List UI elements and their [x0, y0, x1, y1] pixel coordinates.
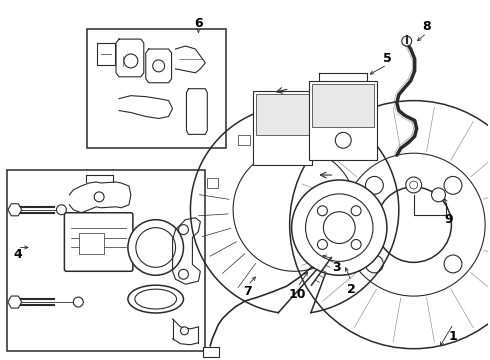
Circle shape — [153, 60, 165, 72]
Text: 1: 1 — [449, 330, 458, 343]
Bar — [238, 135, 250, 145]
Circle shape — [180, 327, 189, 335]
Ellipse shape — [128, 285, 183, 313]
Circle shape — [351, 239, 361, 249]
Bar — [256, 94, 310, 135]
Circle shape — [366, 255, 383, 273]
Circle shape — [432, 188, 445, 202]
Circle shape — [444, 176, 462, 194]
Circle shape — [306, 194, 373, 261]
Circle shape — [94, 192, 104, 202]
Circle shape — [402, 36, 412, 46]
Circle shape — [335, 132, 351, 148]
Circle shape — [323, 212, 355, 243]
Bar — [313, 84, 374, 127]
Circle shape — [342, 153, 485, 296]
Bar — [97, 43, 115, 65]
Circle shape — [444, 255, 462, 273]
Text: 2: 2 — [347, 283, 356, 296]
Text: 10: 10 — [289, 288, 306, 301]
Circle shape — [406, 177, 421, 193]
Text: 3: 3 — [332, 261, 341, 274]
Circle shape — [178, 225, 189, 235]
Text: 6: 6 — [194, 17, 203, 30]
FancyBboxPatch shape — [64, 213, 133, 271]
Text: 4: 4 — [13, 248, 22, 261]
Circle shape — [128, 220, 183, 275]
Circle shape — [351, 206, 361, 216]
Bar — [253, 91, 313, 165]
Bar — [203, 347, 219, 357]
Bar — [289, 118, 300, 129]
Circle shape — [318, 206, 327, 216]
Circle shape — [124, 54, 138, 68]
Circle shape — [318, 239, 327, 249]
Ellipse shape — [135, 289, 176, 309]
Circle shape — [290, 100, 490, 349]
Circle shape — [410, 181, 417, 189]
Circle shape — [56, 205, 66, 215]
Text: 7: 7 — [244, 285, 252, 298]
Bar — [207, 178, 219, 188]
Circle shape — [178, 269, 189, 279]
Bar — [79, 233, 104, 255]
Circle shape — [136, 228, 175, 267]
Circle shape — [74, 297, 83, 307]
Bar — [7, 170, 205, 351]
Circle shape — [366, 176, 383, 194]
Text: 9: 9 — [444, 213, 453, 226]
Bar — [87, 29, 226, 148]
Text: 8: 8 — [422, 20, 431, 33]
Circle shape — [376, 187, 451, 262]
Bar — [310, 81, 377, 160]
Text: 5: 5 — [383, 53, 392, 66]
Circle shape — [292, 180, 387, 275]
